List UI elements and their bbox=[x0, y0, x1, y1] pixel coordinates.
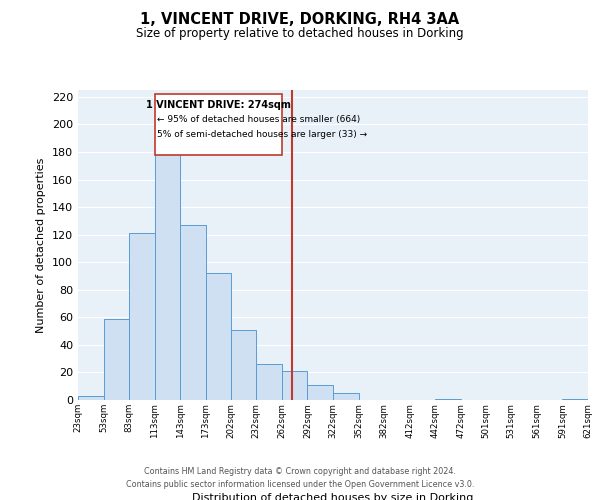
Text: 1, VINCENT DRIVE, DORKING, RH4 3AA: 1, VINCENT DRIVE, DORKING, RH4 3AA bbox=[140, 12, 460, 28]
Text: ← 95% of detached houses are smaller (664): ← 95% of detached houses are smaller (66… bbox=[157, 115, 361, 124]
Text: 1 VINCENT DRIVE: 274sqm: 1 VINCENT DRIVE: 274sqm bbox=[146, 100, 291, 110]
Bar bbox=[155, 152, 181, 400]
Text: Size of property relative to detached houses in Dorking: Size of property relative to detached ho… bbox=[136, 28, 464, 40]
Text: 5% of semi-detached houses are larger (33) →: 5% of semi-detached houses are larger (3… bbox=[157, 130, 367, 139]
FancyBboxPatch shape bbox=[155, 94, 282, 155]
Y-axis label: Number of detached properties: Number of detached properties bbox=[37, 158, 46, 332]
Bar bbox=[307, 385, 333, 400]
X-axis label: Distribution of detached houses by size in Dorking: Distribution of detached houses by size … bbox=[193, 493, 473, 500]
Bar bbox=[256, 364, 282, 400]
Bar bbox=[333, 393, 359, 400]
Bar bbox=[181, 225, 206, 400]
Bar bbox=[562, 398, 588, 400]
Bar bbox=[78, 396, 104, 400]
Bar bbox=[129, 234, 155, 400]
Bar bbox=[230, 330, 256, 400]
Bar bbox=[206, 273, 230, 400]
Bar bbox=[104, 318, 129, 400]
Text: Contains HM Land Registry data © Crown copyright and database right 2024.
Contai: Contains HM Land Registry data © Crown c… bbox=[126, 468, 474, 489]
Bar bbox=[436, 398, 461, 400]
Bar bbox=[282, 371, 307, 400]
